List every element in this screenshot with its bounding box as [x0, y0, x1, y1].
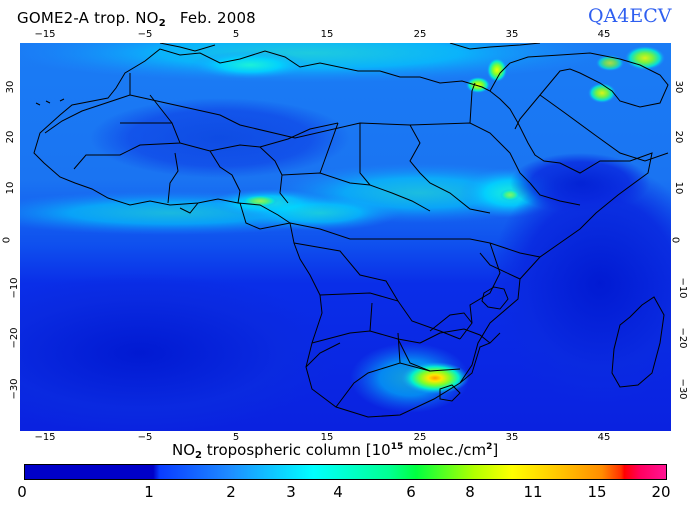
brand-logo-text: QA4ECV	[588, 5, 672, 27]
xlabel-prefix: NO	[172, 441, 196, 459]
right-latitude-tick-label: 30	[672, 80, 684, 94]
colorbar	[24, 464, 667, 480]
top-longitude-tick-label: −15	[34, 29, 56, 40]
no2-map	[20, 43, 671, 431]
colorbar-tick-label: 3	[286, 483, 296, 501]
top-longitude-tick-label: 45	[597, 29, 611, 40]
colorbar-tick-label: 4	[333, 483, 343, 501]
xlabel-subscript: 2	[195, 450, 202, 461]
xlabel-units: molec./cm	[403, 441, 487, 459]
bottom-longitude-tick-label: 5	[232, 432, 240, 443]
colorbar-tick-label: 1	[144, 483, 154, 501]
bottom-longitude-tick-label: 45	[597, 432, 611, 443]
left-latitude-tick-label: −30	[9, 378, 21, 400]
left-latitude-tick-label: 0	[1, 236, 13, 244]
top-longitude-tick-label: −5	[137, 29, 153, 40]
chart-title: GOME2-A trop. NO2 Feb. 2008	[17, 9, 256, 29]
xlabel-suffix: ]	[492, 441, 499, 459]
colorbar-tick-label: 0	[17, 483, 27, 501]
colorbar-axis-label: NO2 tropospheric column [1015 molec./cm2…	[172, 441, 498, 461]
colorbar-tick-label: 8	[465, 483, 475, 501]
colorbar-tick-label: 2	[226, 483, 236, 501]
title-subscript: 2	[158, 18, 166, 29]
top-longitude-tick-label: 5	[232, 29, 240, 40]
left-latitude-tick-label: −10	[9, 277, 21, 299]
bottom-longitude-tick-label: 35	[505, 432, 519, 443]
top-longitude-tick-label: 25	[413, 29, 427, 40]
bottom-longitude-tick-label: 15	[320, 432, 334, 443]
xlabel-units-exponent: 2	[486, 442, 493, 452]
right-latitude-tick-label: 20	[672, 130, 684, 144]
right-latitude-tick-label: −10	[677, 277, 689, 299]
top-longitude-tick-label: 15	[320, 29, 334, 40]
colorbar-tick-label: 11	[523, 483, 543, 501]
title-date: Feb. 2008	[179, 9, 256, 27]
right-latitude-tick-label: −30	[677, 378, 689, 400]
left-latitude-tick-label: 10	[4, 181, 16, 195]
colorbar-tick-label: 6	[406, 483, 416, 501]
colorbar-tick-label: 20	[651, 483, 671, 501]
bottom-longitude-tick-label: −5	[137, 432, 153, 443]
top-longitude-tick-label: 35	[505, 29, 519, 40]
left-latitude-tick-label: 30	[4, 80, 16, 94]
colorbar-tick-label: 15	[587, 483, 607, 501]
right-latitude-tick-label: 10	[672, 181, 684, 195]
left-latitude-tick-label: −20	[9, 327, 21, 349]
right-latitude-tick-label: 0	[669, 236, 681, 244]
bottom-longitude-tick-label: 25	[413, 432, 427, 443]
xlabel-mid: tropospheric column [10	[202, 441, 391, 459]
xlabel-exponent: 15	[390, 442, 404, 452]
title-prefix: GOME2-A trop. NO	[17, 9, 159, 27]
right-latitude-tick-label: −20	[677, 327, 689, 349]
bottom-longitude-tick-label: −15	[34, 432, 56, 443]
left-latitude-tick-label: 20	[4, 130, 16, 144]
